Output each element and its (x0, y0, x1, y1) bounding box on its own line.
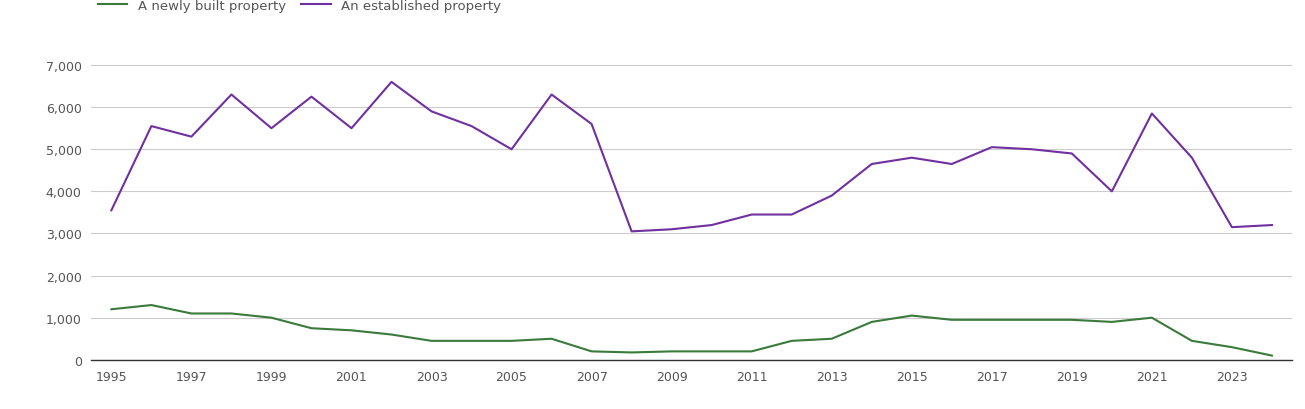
A newly built property (823, 337, 839, 342)
An established property (184, 135, 200, 140)
An established property (544, 93, 560, 98)
An established property (103, 208, 119, 213)
An established property (624, 229, 639, 234)
An established property (904, 156, 920, 161)
Line: An established property: An established property (111, 83, 1272, 232)
A newly built property (1064, 317, 1079, 322)
An established property (823, 193, 839, 198)
An established property (703, 223, 719, 228)
An established property (223, 93, 239, 98)
A newly built property (304, 326, 320, 331)
A newly built property (223, 311, 239, 316)
A newly built property (144, 303, 159, 308)
An established property (1224, 225, 1240, 230)
A newly built property (703, 349, 719, 354)
A newly built property (984, 317, 1000, 322)
Line: A newly built property: A newly built property (111, 305, 1272, 356)
A newly built property (1104, 320, 1120, 325)
An established property (144, 124, 159, 129)
A newly built property (904, 313, 920, 318)
An established property (1064, 152, 1079, 157)
An established property (944, 162, 959, 167)
A newly built property (1024, 317, 1040, 322)
A newly built property (784, 339, 800, 344)
A newly built property (504, 339, 519, 344)
An established property (343, 126, 359, 131)
A newly built property (343, 328, 359, 333)
An established property (1024, 147, 1040, 152)
A newly built property (264, 315, 279, 320)
An established property (664, 227, 680, 232)
A newly built property (1224, 345, 1240, 350)
A newly built property (664, 349, 680, 354)
An established property (583, 122, 599, 127)
An established property (1265, 223, 1280, 228)
An established property (784, 213, 800, 218)
An established property (424, 110, 440, 115)
An established property (1184, 156, 1199, 161)
A newly built property (944, 317, 959, 322)
A newly built property (424, 339, 440, 344)
Legend: A newly built property, An established property: A newly built property, An established p… (98, 0, 501, 13)
An established property (384, 80, 399, 85)
An established property (264, 126, 279, 131)
An established property (744, 213, 760, 218)
A newly built property (384, 332, 399, 337)
A newly built property (1144, 315, 1160, 320)
A newly built property (1184, 339, 1199, 344)
A newly built property (103, 307, 119, 312)
An established property (463, 124, 479, 129)
An established property (1104, 189, 1120, 194)
A newly built property (1265, 353, 1280, 358)
A newly built property (184, 311, 200, 316)
An established property (984, 145, 1000, 150)
A newly built property (583, 349, 599, 354)
A newly built property (544, 337, 560, 342)
An established property (1144, 112, 1160, 117)
A newly built property (864, 320, 880, 325)
An established property (864, 162, 880, 167)
An established property (304, 95, 320, 100)
An established property (504, 147, 519, 152)
A newly built property (624, 350, 639, 355)
A newly built property (744, 349, 760, 354)
A newly built property (463, 339, 479, 344)
